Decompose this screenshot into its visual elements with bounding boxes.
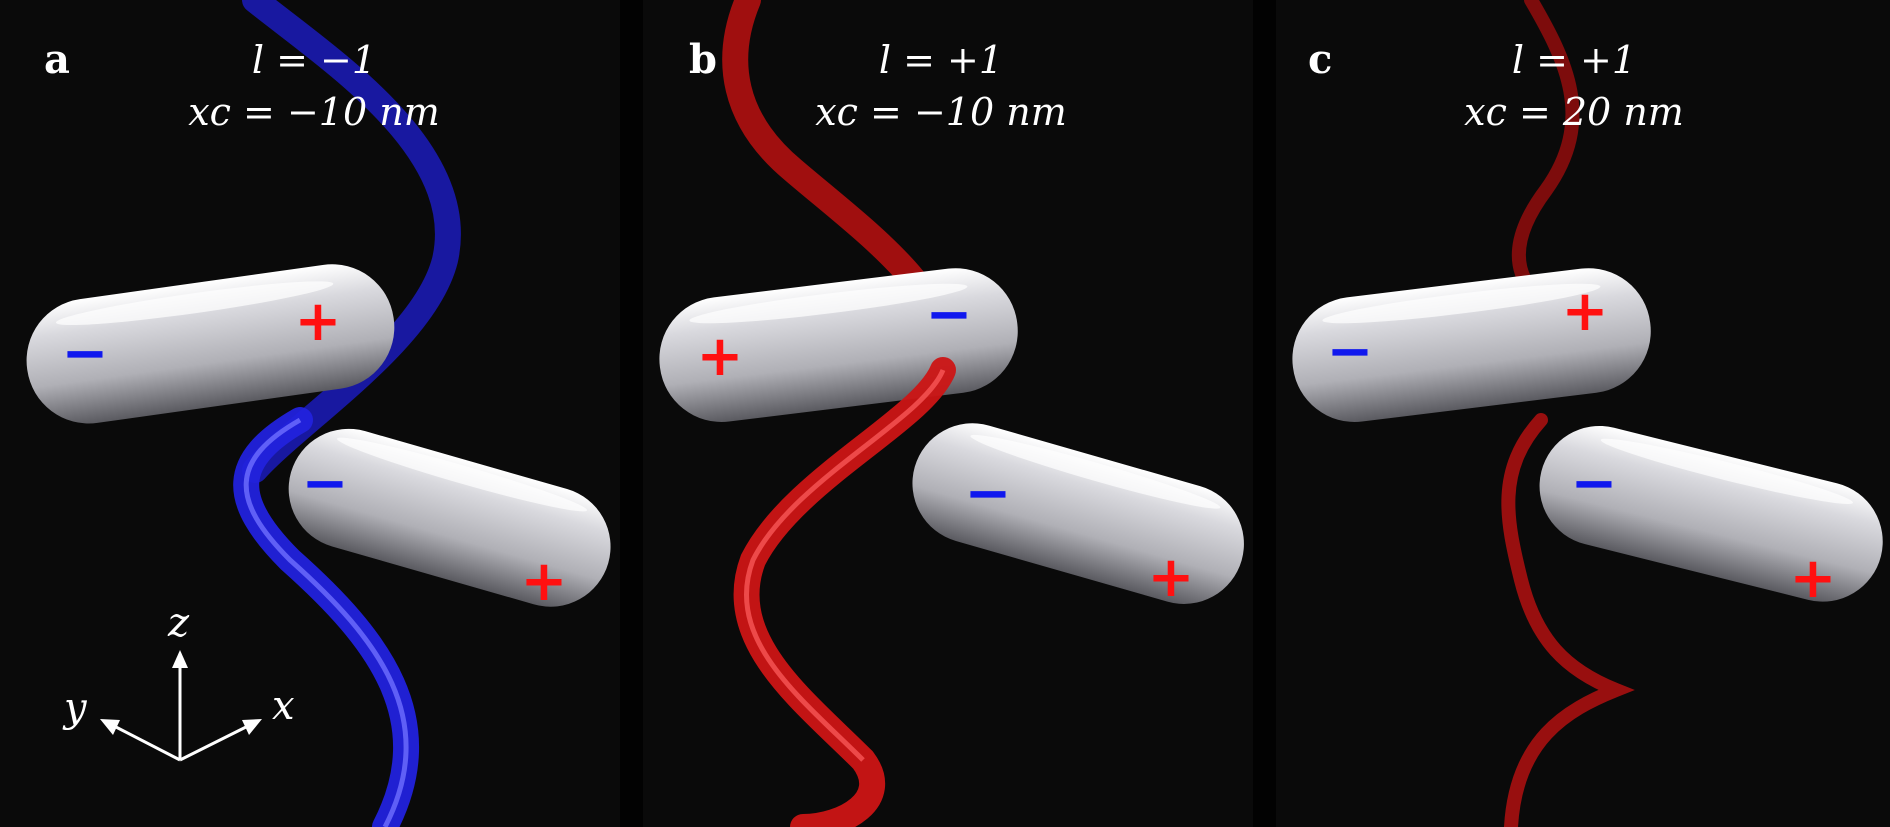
minus-sign: − — [302, 451, 349, 516]
minus-sign: − — [62, 321, 109, 386]
plus-sign: + — [1790, 546, 1837, 611]
panel-params: l = −1 xc = −10 nm — [144, 34, 484, 138]
panel-b-scene: + − − + — [659, 0, 1244, 827]
l-value: l = −1 — [251, 38, 377, 82]
nanorod-upper — [26, 264, 395, 424]
nanorod-upper — [1292, 268, 1651, 422]
minus-sign: − — [1327, 319, 1374, 384]
minus-sign: − — [926, 282, 973, 347]
minus-sign: − — [965, 461, 1012, 526]
xc-value: xc = 20 nm — [1464, 90, 1684, 134]
panel-c-scene: − + − + — [1292, 0, 1883, 827]
nanorod-lower — [912, 423, 1244, 604]
panel-divider — [1253, 0, 1276, 827]
panel-letter: b — [689, 36, 717, 83]
helix-front — [733, 357, 956, 827]
l-value: l = +1 — [1511, 38, 1637, 82]
xc-value: xc = −10 nm — [815, 90, 1067, 134]
x-axis-label: x — [272, 683, 295, 729]
panel-params: l = +1 xc = 20 nm — [1404, 34, 1744, 138]
helix-front-shine — [744, 368, 946, 762]
panel-a: − + − + a l = −1 xc = −10 nm z y x — [0, 0, 620, 827]
helix-back — [1511, 0, 1580, 307]
helix-back — [242, 0, 461, 483]
z-axis-label: z — [168, 600, 190, 646]
plus-sign: + — [521, 549, 568, 614]
helix-front-shine — [243, 417, 409, 827]
panel-b: + − − + b l = +1 xc = −10 nm — [643, 0, 1253, 827]
panel-letter: c — [1308, 36, 1333, 83]
l-value: l = +1 — [878, 38, 1004, 82]
panel-c: − + − + c l = +1 xc = 20 nm — [1276, 0, 1890, 827]
nanorod-lower — [288, 428, 611, 607]
plus-sign: + — [1148, 545, 1195, 610]
plus-sign: + — [697, 324, 744, 389]
y-axis-label: y — [64, 685, 87, 731]
panel-a-scene: − + − + — [26, 0, 611, 827]
xc-value: xc = −10 nm — [188, 90, 440, 134]
minus-sign: − — [1571, 451, 1618, 516]
panel-params: l = +1 xc = −10 nm — [771, 34, 1111, 138]
helix-front — [1501, 413, 1635, 827]
nanorod-lower — [1539, 425, 1883, 602]
panel-divider — [620, 0, 643, 827]
plus-sign: + — [1562, 279, 1609, 344]
plus-sign: + — [295, 289, 342, 354]
panel-letter: a — [44, 36, 70, 83]
axes-triad — [100, 650, 262, 762]
